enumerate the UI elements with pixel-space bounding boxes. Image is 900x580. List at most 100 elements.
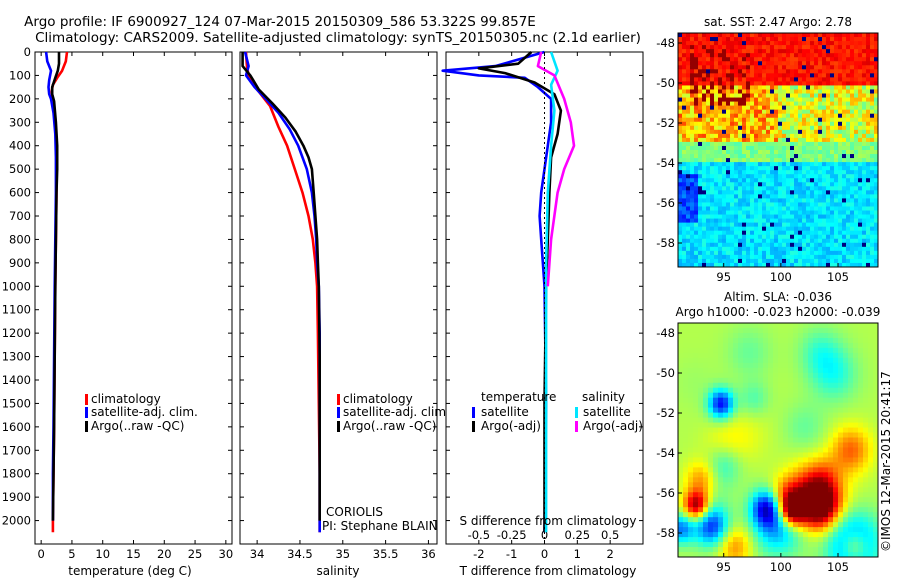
sst-cell [730,186,735,191]
sst-cell [786,234,791,240]
sst-cell [842,242,847,248]
sst-cell [806,238,811,244]
sst-cell [806,133,811,139]
legend-swatch-satellite [85,407,88,418]
sla-cell [753,382,759,389]
sst-cell [750,117,755,123]
sst-cell [806,186,811,191]
sst-cell [734,162,739,167]
sla-cell [828,392,834,399]
sla-cell [833,542,839,548]
sla-cell [838,382,844,389]
sst-cell [762,33,767,38]
sla-cell [873,357,879,364]
sst-cell [782,158,787,163]
sla-cell [748,342,754,349]
sla-cell [683,492,689,498]
sla-cell [868,372,874,379]
sst-cell [698,202,703,207]
sla-cell [853,507,859,513]
sst-cell [706,166,711,171]
sst-cell [726,190,731,195]
sst-cell [762,218,767,224]
sla-cell [698,377,704,384]
sst-cell [874,210,879,215]
sst-cell [826,85,831,90]
sst-cell [834,230,839,236]
sst-cell [806,230,811,236]
sst-cell [678,194,683,199]
sst-cell [866,250,871,256]
sla-cell [753,332,759,339]
sst-cell [722,117,727,123]
sla-cell [863,387,869,394]
sla-cell [693,387,699,394]
sst-cell [814,154,819,159]
sla-cell [808,452,814,458]
sst-cell [786,178,791,183]
sla-cell [723,417,729,423]
sla-cell [798,362,804,369]
sla-cell [848,447,854,453]
sst-cell [802,65,807,70]
sst-cell [822,49,827,54]
sla-cell [678,407,684,414]
sst-cell [762,210,767,215]
sla-cell [683,547,689,553]
sla-cell [738,472,744,478]
sst-cell [726,137,731,143]
sla-cell [858,542,864,548]
sst-cell [854,230,859,236]
sst-cell [770,145,775,151]
sla-cell [868,452,874,458]
sst-cell [750,57,755,62]
sst-cell [722,226,727,232]
sla-cell [788,357,794,364]
sla-cell [768,537,774,543]
sst-cell [742,73,747,78]
sst-cell [838,105,843,111]
sst-cell [714,145,719,151]
sst-cell [702,121,707,127]
sst-cell [814,133,819,139]
sst-cell [782,133,787,139]
sla-cell [688,323,694,329]
sst-cell [710,57,715,62]
sst-cell [862,77,867,82]
sst-cell [854,202,859,207]
temperature-x-axis: 0 5 10 15 20 25 30 [37,52,233,561]
sla-cell [793,527,799,533]
sla-cell [848,522,854,528]
sla-cell [833,462,839,468]
sst-cell [818,73,823,78]
sst-cell [730,97,735,102]
sst-cell [778,45,783,50]
sst-cell [838,154,843,159]
sst-cell [690,230,695,236]
sst-cell [710,73,715,78]
sla-cell [873,417,879,423]
sst-cell [742,101,747,107]
sla-cell [823,532,829,538]
sla-cell [793,323,799,329]
sla-cell [743,507,749,513]
sst-cell [826,238,831,244]
sla-cell [838,482,844,488]
sla-cell [853,387,859,394]
sst-cell [762,133,767,139]
sst-cell [854,226,859,232]
sst-cell [858,246,863,252]
sst-cell [706,129,711,135]
sst-cell [690,214,695,219]
sla-cell [833,427,839,433]
sst-cell [686,262,691,268]
sla-cell [688,397,694,404]
sla-cell [803,332,809,339]
sst-cell [770,57,775,62]
sst-cell [738,77,743,82]
sla-cell [858,462,864,468]
sst-cell [870,230,875,236]
sst-cell [782,121,787,127]
sst-cell [858,166,863,171]
sst-cell [782,93,787,98]
